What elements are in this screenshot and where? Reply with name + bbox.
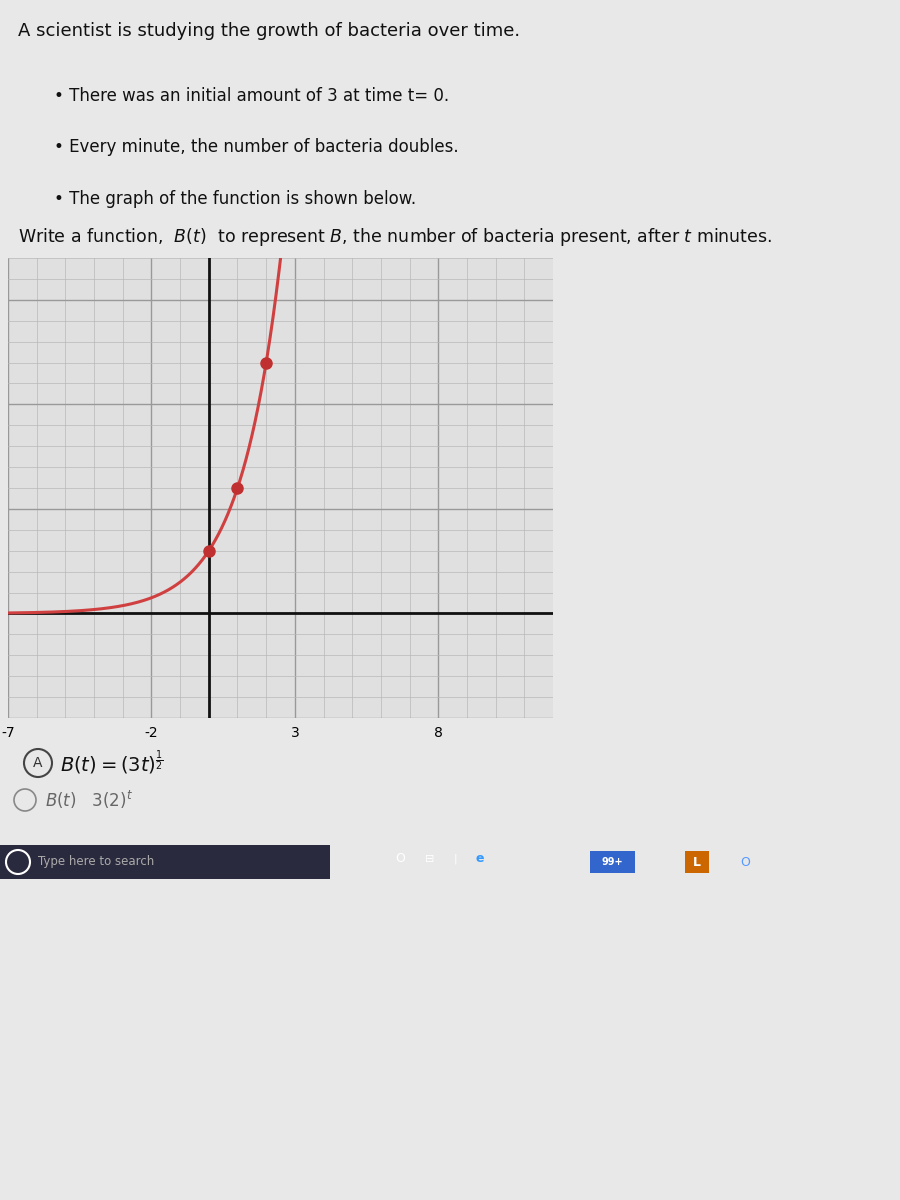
- Text: • Every minute, the number of bacteria doubles.: • Every minute, the number of bacteria d…: [54, 138, 459, 156]
- Text: A scientist is studying the growth of bacteria over time.: A scientist is studying the growth of ba…: [18, 22, 520, 40]
- Text: Type here to search: Type here to search: [38, 856, 154, 869]
- FancyBboxPatch shape: [685, 851, 709, 874]
- Text: e: e: [476, 852, 484, 865]
- Text: 99+: 99+: [601, 857, 623, 866]
- Text: A: A: [33, 756, 43, 770]
- FancyBboxPatch shape: [0, 845, 330, 878]
- Text: |: |: [454, 853, 457, 864]
- Text: $B(t) = (3t)^{\frac{1}{2}}$: $B(t) = (3t)^{\frac{1}{2}}$: [60, 749, 164, 778]
- Text: O: O: [740, 856, 750, 869]
- FancyBboxPatch shape: [590, 851, 635, 874]
- Text: • The graph of the function is shown below.: • The graph of the function is shown bel…: [54, 190, 416, 208]
- Text: L: L: [693, 856, 701, 869]
- Text: ⊟: ⊟: [426, 854, 435, 864]
- Text: Write a function,  $\mathit{B(t)}$  to represent $\mathit{B}$, the number of bac: Write a function, $\mathit{B(t)}$ to rep…: [18, 226, 772, 248]
- Text: O: O: [395, 852, 405, 865]
- Text: $B(t)$   $3(2)^t$: $B(t)$ $3(2)^t$: [45, 788, 133, 811]
- Text: • There was an initial amount of 3 at time t= 0.: • There was an initial amount of 3 at ti…: [54, 86, 449, 104]
